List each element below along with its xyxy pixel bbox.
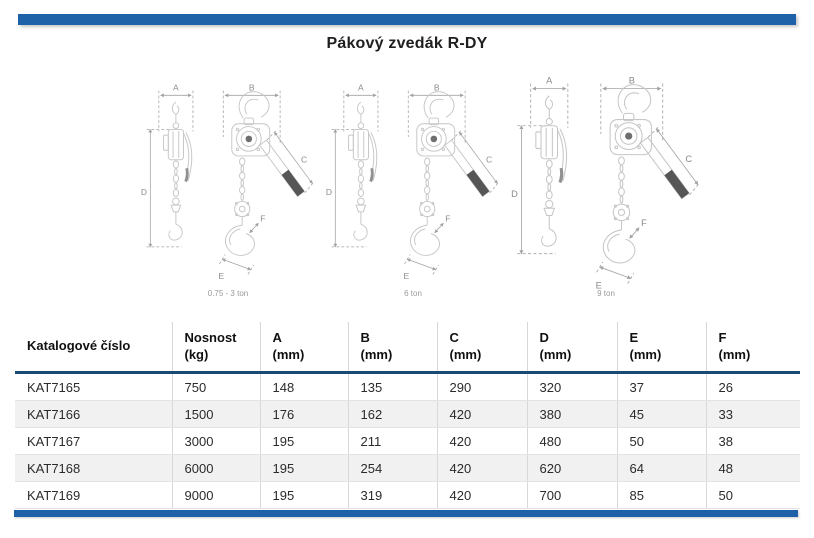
column-header-unit: (mm) — [272, 346, 305, 362]
table-cell: 3000 — [171, 427, 260, 455]
table-cell: 33 — [705, 400, 800, 428]
table-row: KAT7168 6000 195 254 420 620 64 48 — [15, 454, 800, 482]
column-header-label: Nosnost — [184, 330, 237, 346]
top-accent-bar — [18, 14, 796, 25]
table-cell: 50 — [616, 427, 706, 455]
column-header-e: E (mm) — [616, 322, 706, 373]
table-cell: 162 — [347, 400, 437, 428]
table-row: KAT7165 750 148 135 290 320 37 26 — [15, 372, 800, 401]
hoist-drawing-large — [508, 72, 704, 294]
page-title: Pákový zvedák R-DY — [326, 35, 488, 52]
table-cell-catalog: KAT7165 — [15, 372, 172, 401]
column-header-unit: (mm) — [360, 346, 393, 362]
table-cell: 420 — [436, 454, 527, 482]
column-header-unit: (mm) — [539, 346, 572, 362]
column-header-unit: (mm) — [718, 346, 751, 362]
capacity-caption-large: 9 ton — [597, 289, 615, 298]
table-cell: 211 — [347, 427, 437, 455]
table-cell: 750 — [171, 372, 260, 401]
table-cell: 50 — [705, 481, 800, 509]
column-header-unit: (mm) — [449, 346, 482, 362]
column-header-capacity: Nosnost (kg) — [171, 322, 260, 373]
column-header-label: F — [718, 330, 727, 346]
column-header-label: E — [629, 330, 639, 346]
table-cell: 9000 — [171, 481, 260, 509]
hoist-drawing-small — [138, 80, 318, 284]
table-cell: 254 — [347, 454, 437, 482]
table-cell: 48 — [705, 454, 800, 482]
column-header-c: C (mm) — [436, 322, 527, 373]
dimensions-table: Katalogové číslo Nosnost (kg) A (mm) B (mm)… — [15, 322, 800, 509]
table-cell: 700 — [526, 481, 617, 509]
column-header-a: A (mm) — [259, 322, 348, 373]
table-cell: 290 — [436, 372, 527, 401]
table-cell-catalog: KAT7167 — [15, 427, 172, 455]
table-header-row: Katalogové číslo Nosnost (kg) A (mm) B (mm)… — [15, 322, 800, 373]
table-cell: 45 — [616, 400, 706, 428]
table-cell: 620 — [526, 454, 617, 482]
bottom-accent-bar — [14, 510, 798, 517]
table-cell: 480 — [526, 427, 617, 455]
column-header-label: D — [539, 330, 549, 346]
column-header-unit: (mm) — [629, 346, 662, 362]
table-cell: 195 — [259, 481, 348, 509]
column-header-label: A — [272, 330, 282, 346]
column-header-catalog: Katalogové číslo — [15, 322, 172, 373]
table-cell: 85 — [616, 481, 706, 509]
table-cell: 37 — [616, 372, 706, 401]
table-cell: 320 — [526, 372, 617, 401]
column-header-f: F (mm) — [705, 322, 800, 373]
column-header-label: C — [449, 330, 459, 346]
table-cell: 6000 — [171, 454, 260, 482]
column-header-d: D (mm) — [526, 322, 617, 373]
column-header-b: B (mm) — [347, 322, 437, 373]
table-cell: 26 — [705, 372, 800, 401]
table-cell-catalog: KAT7166 — [15, 400, 172, 428]
table-cell-catalog: KAT7169 — [15, 481, 172, 509]
table-cell: 64 — [616, 454, 706, 482]
hoist-illustration — [326, 83, 499, 282]
hoist-illustration — [511, 75, 700, 290]
hoist-drawing-medium — [323, 80, 503, 284]
table-cell: 420 — [436, 427, 527, 455]
table-cell: 38 — [705, 427, 800, 455]
hoist-illustration — [141, 83, 314, 282]
table-cell: 1500 — [171, 400, 260, 428]
column-header-label: B — [360, 330, 370, 346]
table-row: KAT7166 1500 176 162 420 380 45 33 — [15, 400, 800, 428]
capacity-caption-small: 0.75 - 3 ton — [207, 289, 249, 298]
table-cell: 148 — [259, 372, 348, 401]
table-cell: 195 — [259, 427, 348, 455]
table-cell: 420 — [436, 400, 527, 428]
table-row: KAT7167 3000 195 211 420 480 50 38 — [15, 427, 800, 455]
capacity-caption-medium: 6 ton — [404, 289, 422, 298]
table-cell-catalog: KAT7168 — [15, 454, 172, 482]
column-header-label: Katalogové číslo — [27, 338, 131, 354]
table-cell: 380 — [526, 400, 617, 428]
column-header-unit: (kg) — [184, 346, 209, 362]
table-cell: 176 — [259, 400, 348, 428]
table-cell: 135 — [347, 372, 437, 401]
table-cell: 195 — [259, 454, 348, 482]
table-cell: 319 — [347, 481, 437, 509]
table-cell: 420 — [436, 481, 527, 509]
table-row: KAT7169 9000 195 319 420 700 85 50 — [15, 481, 800, 509]
